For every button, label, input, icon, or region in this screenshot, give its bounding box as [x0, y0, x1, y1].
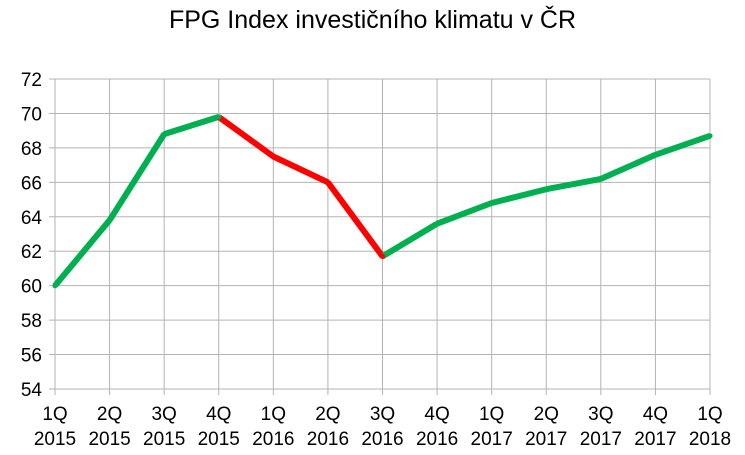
x-tick-label-year: 2016 [416, 429, 458, 450]
x-tick-label-year: 2015 [198, 429, 240, 450]
data-point [489, 200, 495, 206]
series-segment [52, 218, 112, 288]
data-point [543, 186, 549, 192]
data-point [379, 253, 386, 259]
series-segment [163, 114, 220, 137]
series-segment [107, 132, 167, 222]
x-tick-label-year: 2015 [34, 429, 76, 450]
y-tick-label: 72 [21, 70, 42, 91]
x-tick-label-year: 2015 [143, 429, 185, 450]
x-tick-label-quarter: 4Q [643, 404, 668, 425]
y-tick-label: 58 [21, 311, 42, 332]
y-tick-label: 60 [21, 277, 42, 298]
y-tick-label: 62 [21, 242, 42, 263]
x-tick-label-quarter: 3Q [370, 404, 395, 425]
x-tick-label-quarter: 2Q [534, 404, 559, 425]
data-point [434, 221, 440, 227]
y-tick-label: 70 [21, 104, 42, 125]
x-tick-label-quarter: 1Q [261, 404, 286, 425]
data-point [270, 153, 276, 160]
y-tick-label: 64 [21, 208, 43, 229]
series-segment [490, 186, 547, 206]
axes [49, 78, 710, 395]
series-segment [599, 152, 657, 182]
y-tick-label: 68 [21, 139, 42, 160]
data-point [652, 152, 659, 158]
series-segment [216, 114, 276, 159]
x-tick-label-quarter: 4Q [206, 404, 231, 425]
chart-title: FPG Index investičního klimatu v ČR [168, 6, 577, 34]
x-tick-label-quarter: 4Q [424, 404, 449, 425]
x-tick-label-quarter: 3Q [151, 404, 176, 425]
x-tick-label-year: 2016 [361, 429, 403, 450]
data-point [216, 114, 222, 120]
x-tick-label-quarter: 1Q [697, 404, 722, 425]
data-point [161, 131, 167, 137]
y-tick-label: 54 [21, 380, 43, 401]
x-tick-label-year: 2017 [471, 429, 513, 450]
x-tick-label-year: 2017 [580, 429, 622, 450]
gridlines [54, 78, 711, 395]
x-tick-label-quarter: 2Q [97, 404, 122, 425]
data-point [52, 283, 58, 289]
series-line [52, 114, 713, 289]
y-tick-label: 66 [21, 173, 42, 194]
series-segment [545, 175, 602, 193]
x-tick-label-quarter: 1Q [479, 404, 504, 425]
x-tick-label-quarter: 1Q [42, 404, 67, 425]
x-tick-label-year: 2017 [634, 429, 676, 450]
tick-labels: 54 56 58 60 62 64 66 68 70 72 1Q 2015 2Q 2015 3Q 2015 4Q… [21, 70, 731, 450]
data-point [598, 176, 604, 182]
x-tick-label-quarter: 2Q [315, 404, 340, 425]
series-segment [380, 221, 439, 259]
series-segment [325, 180, 385, 259]
y-tick-label: 56 [21, 346, 42, 367]
data-point [325, 179, 331, 185]
x-tick-label-year: 2015 [88, 429, 130, 450]
x-tick-label-year: 2016 [252, 429, 294, 450]
x-tick-label-year: 2017 [525, 429, 567, 450]
x-tick-label-year: 2018 [689, 429, 731, 450]
data-point [106, 217, 113, 223]
series-segment [436, 200, 493, 227]
series-segment [654, 132, 711, 158]
x-tick-label-quarter: 3Q [588, 404, 613, 425]
series-segment [272, 153, 330, 186]
x-tick-label-year: 2016 [307, 429, 349, 450]
data-point [707, 133, 713, 139]
